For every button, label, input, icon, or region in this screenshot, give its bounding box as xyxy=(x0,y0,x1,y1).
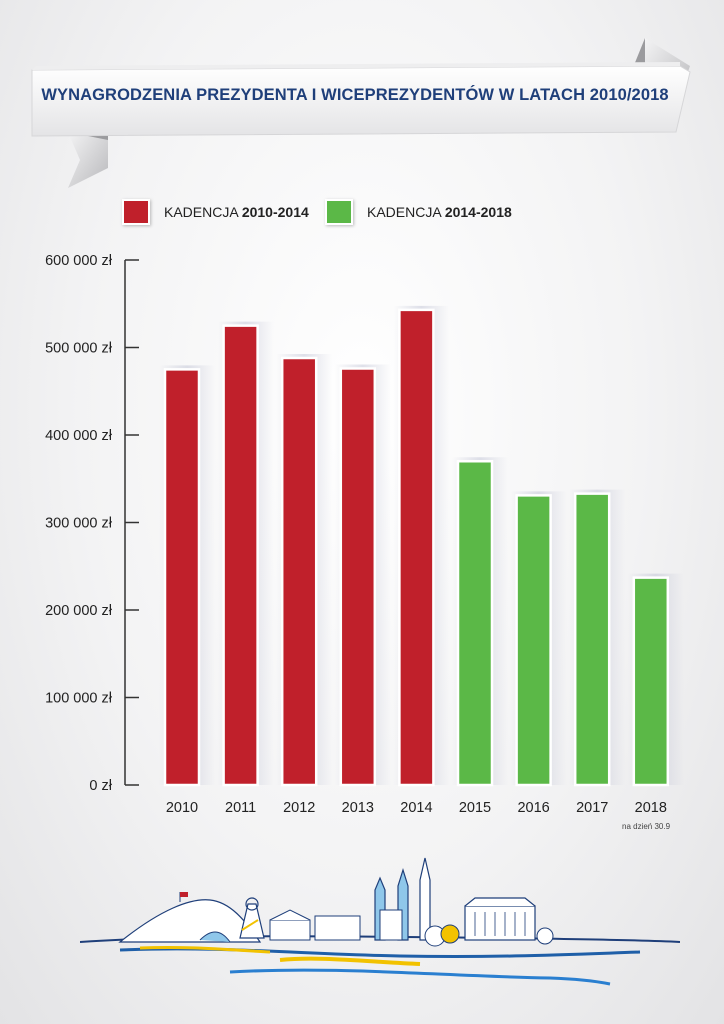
bars xyxy=(159,305,684,787)
y-tick-label: 0 zł xyxy=(89,778,112,794)
y-tick-label: 400 000 zł xyxy=(45,428,113,444)
footnote-2018: na dzień 30.9 xyxy=(622,822,671,831)
bar-2017 xyxy=(573,492,611,787)
bar-2013 xyxy=(339,367,377,787)
bar-chart: 0 zł 100 000 zł 200 000 zł 300 000 zł 400 00… xyxy=(45,253,684,816)
y-tick-label: 200 000 zł xyxy=(45,603,113,619)
bar-2016 xyxy=(515,494,552,787)
city-skyline-illustration xyxy=(80,857,680,986)
bar-2010 xyxy=(163,368,201,787)
legend-swatch-red xyxy=(122,199,150,225)
y-tick-label: 300 000 zł xyxy=(45,516,113,532)
y-tick-label: 600 000 zł xyxy=(45,253,113,269)
x-tick-label: 2010 xyxy=(166,800,198,816)
x-tick-label: 2016 xyxy=(517,800,549,816)
bar-2015 xyxy=(456,460,494,787)
title-banner xyxy=(31,38,691,188)
bar-2012 xyxy=(280,356,318,787)
x-tick-label: 2011 xyxy=(225,800,256,816)
x-axis-labels: 2010 2011 2012 2013 2014 2015 2016 2017 2018 xyxy=(166,800,667,816)
x-tick-label: 2015 xyxy=(459,800,491,816)
chart-title: WYNAGRODZENIA PREZYDENTA I WICEPREZYDENT… xyxy=(41,86,669,104)
y-tick-label: 100 000 zł xyxy=(45,691,113,707)
x-tick-label: 2013 xyxy=(342,800,374,816)
legend-label: KADENCJA 2014-2018 xyxy=(367,204,512,220)
bar-2018 xyxy=(632,576,670,787)
x-tick-label: 2018 xyxy=(635,800,667,816)
y-tick-label: 500 000 zł xyxy=(45,341,113,357)
y-axis: 0 zł 100 000 zł 200 000 zł 300 000 zł 400 00… xyxy=(45,253,139,794)
x-tick-label: 2014 xyxy=(400,800,432,816)
bar-2014 xyxy=(398,308,435,787)
legend-item-term-2014-2018: KADENCJA 2014-2018 xyxy=(325,198,512,226)
x-tick-label: 2017 xyxy=(576,800,608,816)
legend-swatch-green xyxy=(325,199,353,225)
x-tick-label: 2012 xyxy=(283,800,315,816)
bar-2011 xyxy=(222,324,259,787)
legend-label: KADENCJA 2010-2014 xyxy=(164,204,309,220)
legend-item-term-2010-2014: KADENCJA 2010-2014 xyxy=(122,198,309,226)
